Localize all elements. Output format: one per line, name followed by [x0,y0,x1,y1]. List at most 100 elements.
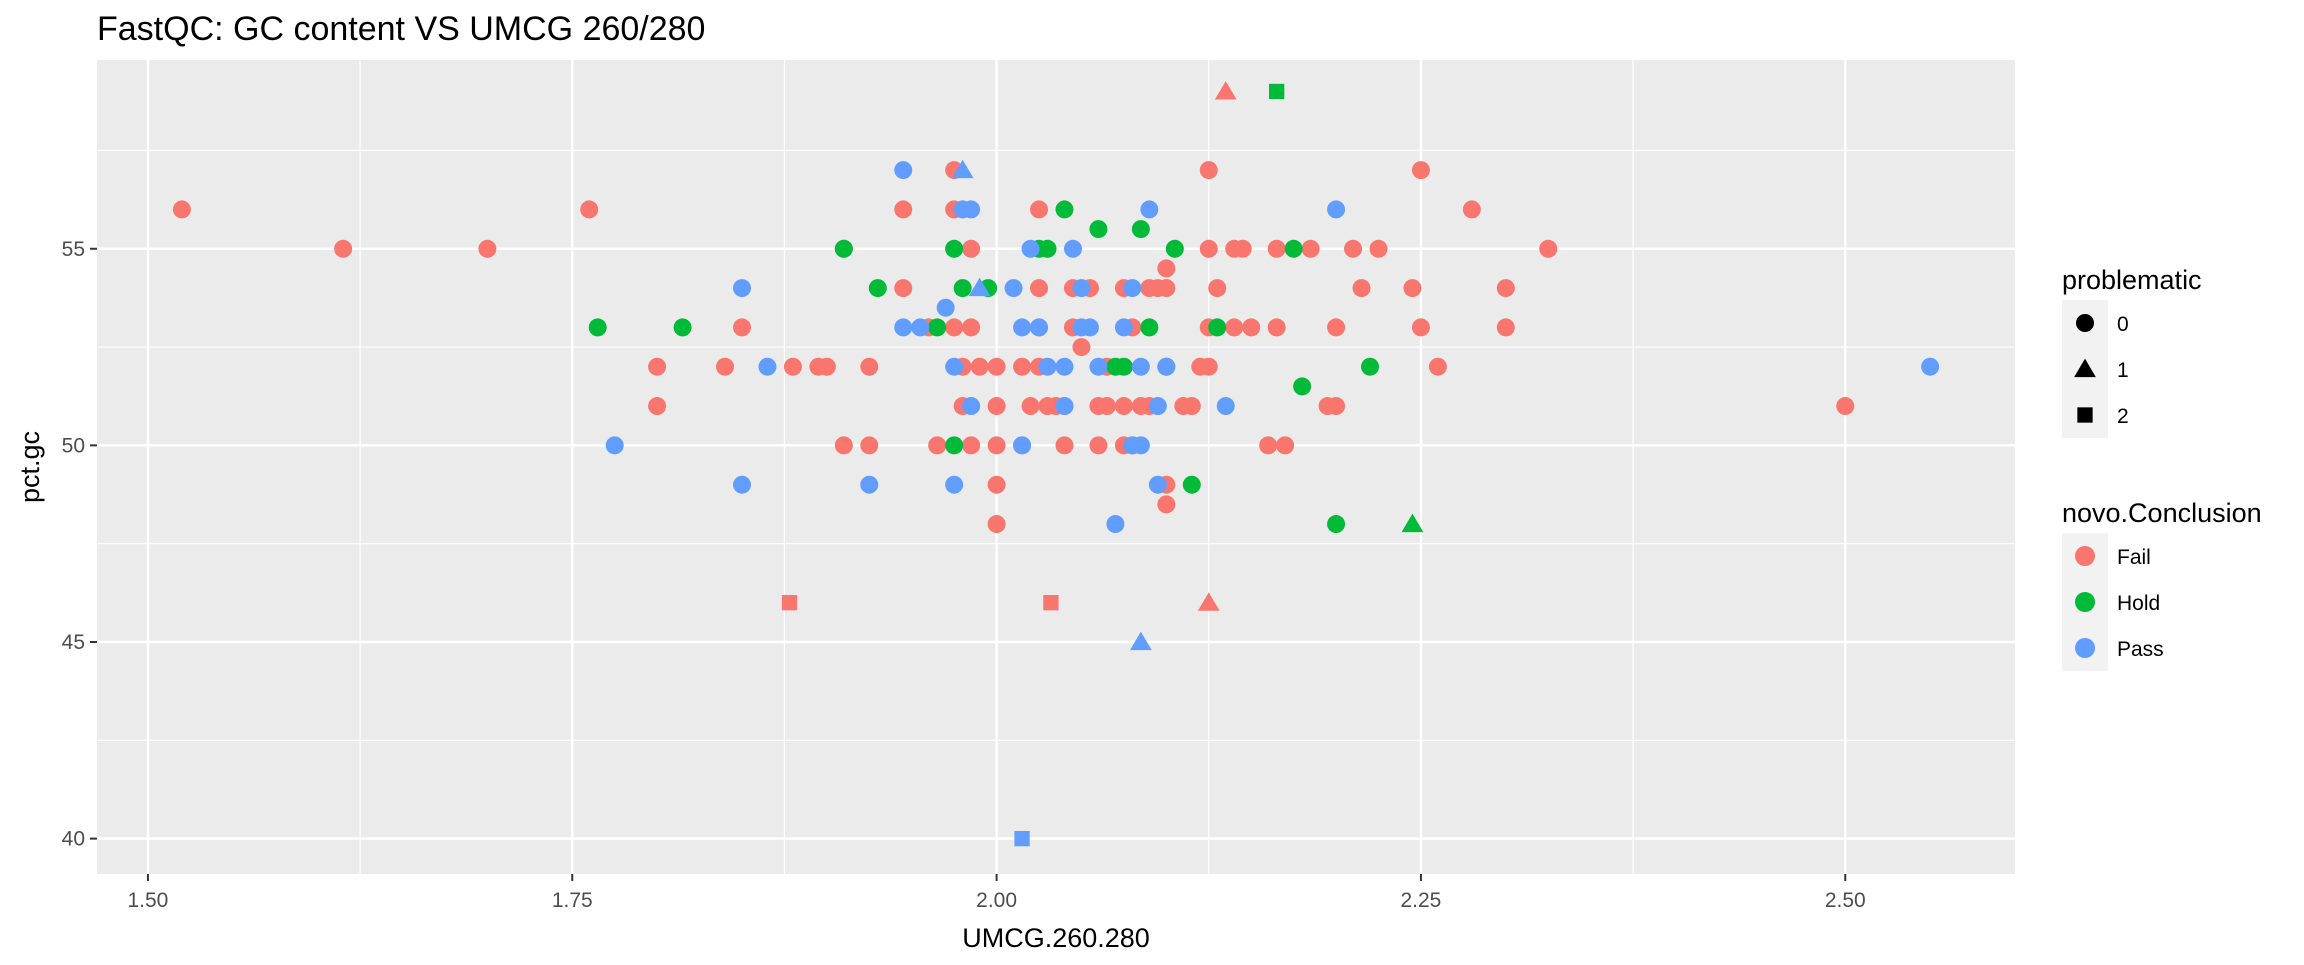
legend-triangle-icon [2074,358,2096,378]
data-point-fail [1013,357,1032,376]
data-point-pass [1014,830,1030,847]
data-point-fail [648,397,667,416]
data-point-fail [1276,436,1295,455]
data-point-fail [1496,318,1515,337]
data-point-fail [1043,595,1059,611]
data-point-fail [1267,239,1286,258]
data-point-hold [1327,515,1346,534]
data-point-hold [1114,357,1133,376]
legend-square-icon [2077,407,2093,423]
legend-problematic: problematic 0 1 2 [2062,265,2202,438]
data-point-pass [1131,357,1150,376]
data-point-fail [928,436,947,455]
data-point-fail [860,436,879,455]
data-point-fail [1199,357,1218,376]
legend-novo-conclusion: novo.Conclusion Fail Hold Pass [2062,498,2262,671]
x-axis-label: UMCG.260.280 [962,923,1150,953]
data-point-fail [648,357,667,376]
data-point-fail [1836,397,1855,416]
data-point-fail [987,475,1006,494]
data-point-hold [588,318,607,337]
data-point-pass [1021,239,1040,258]
data-point-pass [1038,357,1057,376]
x-axis: 1.50 1.75 2.00 2.25 2.50 [127,874,1866,912]
data-point-fail [1233,239,1252,258]
data-point-fail [987,436,1006,455]
data-point-fail [970,357,989,376]
data-point-hold [928,318,947,337]
data-point-fail [1327,318,1346,337]
data-point-hold [1038,239,1057,258]
data-point-hold [1131,220,1150,239]
legend-pass-swatch [2075,638,2095,658]
legend-problematic-label: 0 [2117,313,2129,336]
data-point-pass [1140,200,1159,219]
data-point-fail [1030,200,1049,219]
data-point-pass [1123,279,1142,298]
data-point-pass [1080,318,1099,337]
legend-problematic-label: 1 [2117,359,2129,382]
legend-novo-conclusion-label: Hold [2117,592,2160,615]
data-point-fail [1462,200,1481,219]
legend-hold-swatch [2075,592,2095,612]
data-point-pass [1055,397,1074,416]
data-point-fail [732,318,751,337]
data-point-fail [716,357,735,376]
data-point-pass [936,298,955,317]
data-point-fail [860,357,879,376]
data-point-pass [1148,475,1167,494]
data-point-fail [783,357,802,376]
legend-problematic-title: problematic [2062,265,2202,295]
data-point-fail [1157,279,1176,298]
data-point-pass [1089,357,1108,376]
data-point-pass [860,475,879,494]
data-point-fail [1208,279,1227,298]
data-point-hold [953,279,972,298]
data-point-fail [1197,592,1220,611]
y-axis: 40 45 50 55 [62,238,97,851]
legend-circle-icon [2076,314,2094,332]
data-point-hold [834,239,853,258]
data-points [172,81,1940,847]
data-point-pass [962,200,981,219]
data-point-pass [1030,318,1049,337]
data-point-fail [834,436,853,455]
data-point-hold [1055,200,1074,219]
x-tick-label: 1.75 [552,889,593,912]
data-point-fail [894,279,913,298]
data-point-pass [1013,436,1032,455]
data-point-fail [478,239,497,258]
data-point-pass [605,436,624,455]
data-point-fail [1157,259,1176,278]
data-point-fail [987,397,1006,416]
data-point-fail [1097,397,1116,416]
data-point-fail [817,357,836,376]
data-point-pass [1131,436,1150,455]
data-point-fail [1055,436,1074,455]
data-point-fail [1242,318,1261,337]
data-point-pass [945,357,964,376]
x-tick-label: 1.50 [127,889,168,912]
data-point-fail [894,200,913,219]
data-point-fail [1411,318,1430,337]
data-point-fail [580,200,599,219]
data-point-hold [945,436,964,455]
data-point-fail [962,436,981,455]
data-point-fail [962,239,981,258]
data-point-fail [1344,239,1363,258]
data-point-fail [1369,239,1388,258]
data-point-pass [1106,515,1125,534]
data-point-fail [1114,397,1133,416]
data-point-hold [1293,377,1312,396]
data-point-pass [1157,357,1176,376]
data-point-pass [968,277,991,297]
legend-novo-conclusion-label: Pass [2117,638,2164,661]
data-point-pass [894,161,913,180]
data-point-pass [945,475,964,494]
data-point-fail [1352,279,1371,298]
data-point-pass [1216,397,1235,416]
data-point-fail [1327,397,1346,416]
plot-panel [97,60,2015,874]
